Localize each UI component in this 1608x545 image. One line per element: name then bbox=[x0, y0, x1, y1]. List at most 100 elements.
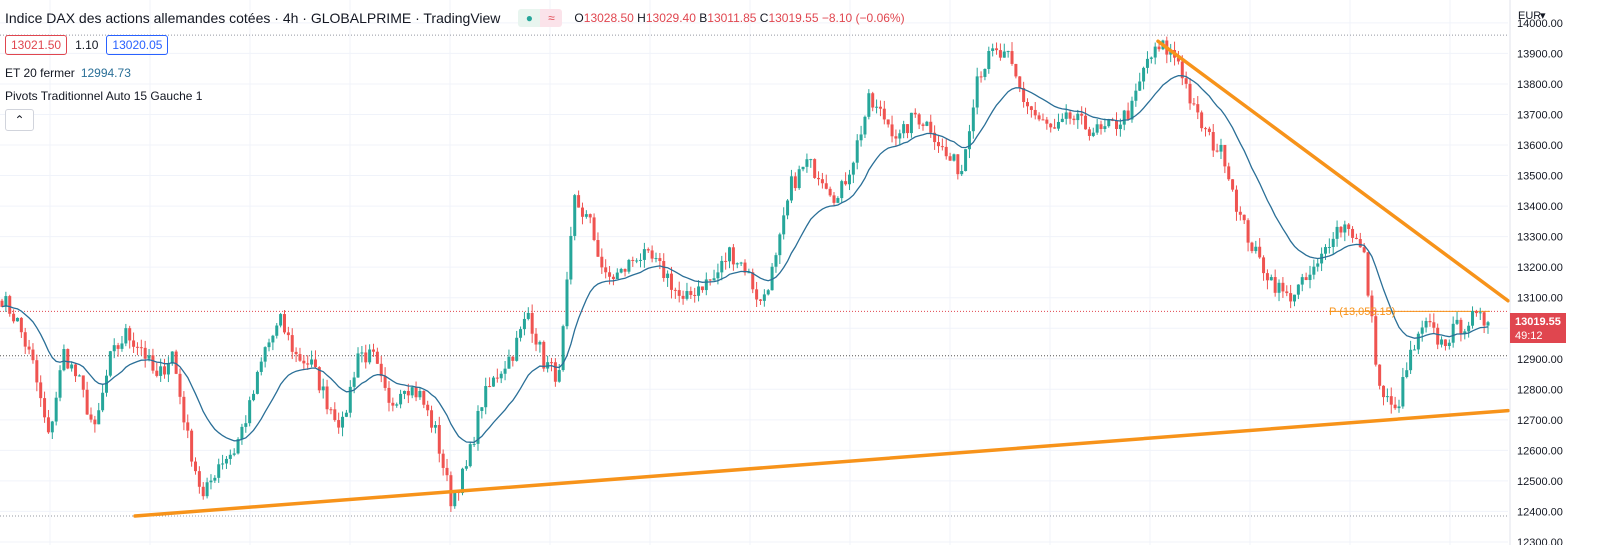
candle-body bbox=[933, 132, 937, 143]
price-tick-label: 13300.00 bbox=[1517, 232, 1563, 244]
candle-body bbox=[1041, 119, 1045, 121]
candle-body bbox=[472, 443, 476, 445]
candle-body bbox=[426, 404, 430, 411]
candle-body bbox=[952, 154, 956, 161]
candle-body bbox=[495, 377, 499, 379]
candle-body bbox=[468, 444, 472, 467]
candle-body bbox=[387, 387, 391, 403]
candle-body bbox=[588, 214, 592, 218]
candle-body bbox=[306, 363, 310, 365]
candle-body bbox=[151, 355, 155, 371]
buy-button[interactable]: 13020.05 bbox=[106, 35, 169, 55]
trendlines[interactable] bbox=[133, 39, 1510, 518]
candle-body bbox=[1474, 310, 1478, 314]
candle-body bbox=[1331, 238, 1335, 248]
candle-body bbox=[329, 409, 333, 411]
candle-body bbox=[1037, 115, 1041, 120]
candle-body bbox=[1335, 226, 1339, 239]
candle-body bbox=[1285, 291, 1289, 294]
wave-icon[interactable]: ≈ bbox=[540, 9, 563, 27]
ascending-support-trendline[interactable] bbox=[133, 408, 1510, 518]
candle-body bbox=[1184, 78, 1188, 84]
candle-body bbox=[170, 351, 174, 364]
symbol-title[interactable]: Indice DAX des actions allemandes cotées… bbox=[5, 10, 501, 26]
candle-body bbox=[240, 426, 244, 440]
candle-body bbox=[956, 154, 960, 175]
visibility-toggle[interactable]: ● ≈ bbox=[518, 9, 563, 27]
candle-body bbox=[964, 149, 968, 172]
candle-body bbox=[530, 312, 534, 334]
candle-body bbox=[255, 371, 259, 394]
candle-body bbox=[453, 491, 457, 507]
collapse-legend-button[interactable]: ⌃ bbox=[5, 109, 34, 131]
currency-label[interactable]: EUR bbox=[1518, 10, 1541, 22]
candle-body bbox=[789, 176, 793, 201]
dot-icon[interactable]: ● bbox=[518, 9, 541, 27]
candle-body bbox=[1176, 57, 1180, 62]
candle-body bbox=[1010, 51, 1014, 64]
candle-body bbox=[104, 375, 108, 393]
indicator-ma[interactable]: ET 20 fermer 12994.73 bbox=[5, 66, 131, 80]
candle-body bbox=[786, 200, 790, 216]
candle-body bbox=[1254, 246, 1258, 252]
price-tick-label: 13100.00 bbox=[1517, 293, 1563, 305]
close-value: 13019.55 bbox=[768, 11, 819, 25]
candle-body bbox=[1033, 109, 1037, 116]
indicator-pivots[interactable]: Pivots Traditionnel Auto 15 Gauche 1 bbox=[5, 89, 202, 103]
candle-body bbox=[774, 255, 778, 267]
candle-body bbox=[503, 368, 507, 374]
candle-body bbox=[368, 349, 372, 363]
candle-body bbox=[62, 349, 66, 371]
candle-body bbox=[1080, 113, 1084, 116]
candle-body bbox=[1471, 310, 1475, 326]
candle-body bbox=[689, 291, 693, 295]
candle-body bbox=[1467, 325, 1471, 332]
candle-body bbox=[108, 351, 112, 376]
candle-body bbox=[1382, 385, 1386, 398]
candle-body bbox=[1258, 246, 1262, 258]
price-tick-label: 12300.00 bbox=[1517, 537, 1563, 545]
candle-body bbox=[19, 317, 23, 333]
price-tick-label: 12900.00 bbox=[1517, 354, 1563, 366]
candle-body bbox=[909, 112, 913, 134]
candle-body bbox=[1227, 166, 1231, 180]
change-value: −8.10 (−0.06%) bbox=[821, 11, 905, 25]
price-tick-label: 12800.00 bbox=[1517, 384, 1563, 396]
candle-body bbox=[124, 328, 128, 344]
current-price-tag: 13019.55 49:12 bbox=[1510, 313, 1566, 343]
candle-body bbox=[488, 386, 492, 388]
candle-body bbox=[906, 124, 910, 134]
candle-body bbox=[944, 146, 948, 157]
candle-body bbox=[693, 294, 697, 296]
candle-body bbox=[797, 169, 801, 189]
candle-body bbox=[1420, 327, 1424, 334]
candle-body bbox=[1076, 113, 1080, 121]
candle-body bbox=[1393, 404, 1397, 409]
descending-resistance-trendline[interactable] bbox=[1156, 39, 1510, 303]
candle-body bbox=[1416, 333, 1420, 350]
candle-body bbox=[875, 106, 879, 108]
candle-body bbox=[960, 171, 964, 175]
countdown-label: 49:12 bbox=[1515, 330, 1543, 342]
candle-body bbox=[526, 312, 530, 319]
candle-body bbox=[766, 290, 770, 295]
sell-button[interactable]: 13021.50 bbox=[5, 35, 68, 55]
candle-body bbox=[1269, 277, 1273, 281]
candle-body bbox=[135, 346, 139, 348]
candle-body bbox=[859, 134, 863, 141]
price-axis[interactable]: 14000.00 13900.00 13800.00 13700.00 13600.00… bbox=[1517, 18, 1563, 545]
candle-body bbox=[12, 313, 16, 322]
candle-body bbox=[580, 207, 584, 217]
candle-body bbox=[1293, 294, 1297, 302]
candle-body bbox=[166, 363, 170, 375]
candle-body bbox=[1409, 349, 1413, 371]
candle-body bbox=[286, 332, 290, 336]
candle-body bbox=[971, 107, 975, 132]
candle-body bbox=[991, 48, 995, 52]
currency-dropdown-icon[interactable]: ▾ bbox=[1540, 10, 1546, 22]
candle-body bbox=[414, 387, 418, 398]
price-tick-label: 13700.00 bbox=[1517, 109, 1563, 121]
candle-body bbox=[178, 373, 182, 397]
price-tick-label: 13900.00 bbox=[1517, 48, 1563, 60]
